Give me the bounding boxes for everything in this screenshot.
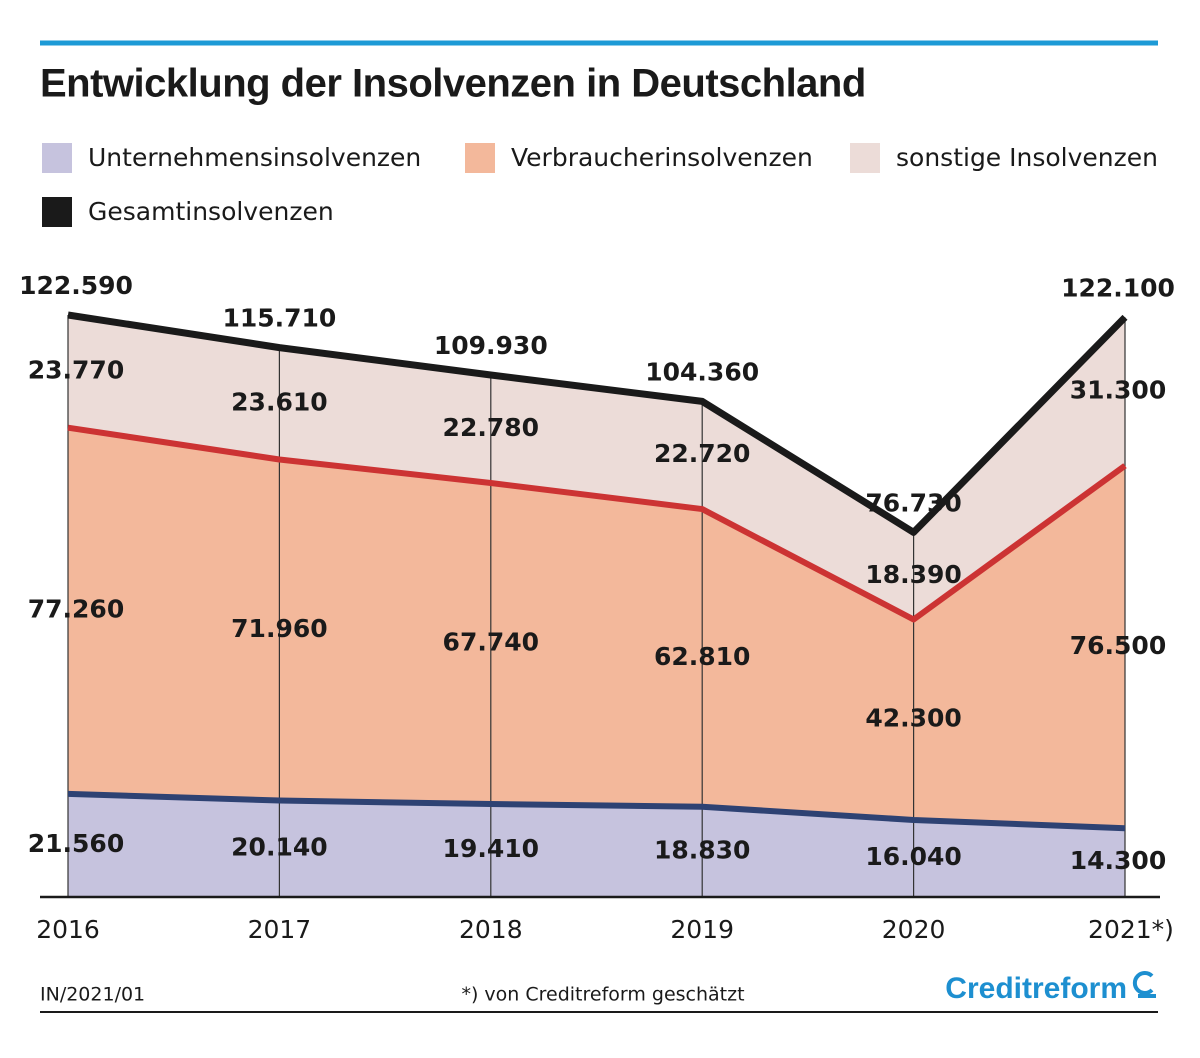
value-label: 18.830 [654, 835, 750, 864]
value-label: 62.810 [654, 642, 750, 671]
value-label: 42.300 [865, 704, 961, 733]
value-label: 14.300 [1070, 846, 1166, 875]
legend-swatch [42, 143, 72, 173]
legend-label: Unternehmensinsolvenzen [88, 143, 421, 172]
legend-swatch [42, 197, 72, 227]
brand: Creditreform [945, 972, 1127, 1005]
value-label: 76.730 [865, 488, 961, 517]
value-label: 71.960 [231, 614, 327, 643]
value-label: 21.560 [28, 829, 124, 858]
legend-label: Verbraucherinsolvenzen [511, 143, 813, 172]
value-label: 19.410 [443, 834, 539, 863]
x-tick-label: 2020 [882, 915, 946, 944]
value-label: 18.390 [865, 560, 961, 589]
value-label: 20.140 [231, 832, 327, 861]
series-line [67, 311, 1128, 536]
footnote: *) von Creditreform geschätzt [461, 984, 744, 1006]
value-label: 22.720 [654, 439, 750, 468]
x-tick-label: 2017 [248, 915, 312, 944]
brand-icon [1132, 971, 1156, 998]
x-tick-label: 2021*) [1088, 915, 1174, 944]
value-label: 115.710 [222, 304, 336, 333]
value-label: 31.300 [1070, 375, 1166, 404]
area [68, 427, 1125, 829]
chart-title: Entwicklung der Insolvenzen in Deutschla… [40, 62, 866, 106]
code: IN/2021/01 [40, 984, 145, 1006]
value-label: 122.590 [19, 271, 133, 300]
plot [67, 311, 1128, 896]
x-tick-label: 2019 [670, 915, 734, 944]
series-line [67, 790, 1126, 832]
value-label: 22.780 [443, 413, 539, 442]
value-label: 109.930 [434, 331, 548, 360]
legend-swatch [850, 143, 880, 173]
value-label: 16.040 [865, 842, 961, 871]
x-tick-label: 2016 [36, 915, 100, 944]
series-line [67, 424, 1127, 623]
value-label: 104.360 [645, 357, 759, 386]
value-label: 122.100 [1061, 273, 1175, 302]
value-label: 77.260 [28, 595, 124, 624]
legend-swatch [465, 143, 495, 173]
x-tick-label: 2018 [459, 915, 523, 944]
legend-label: sonstige Insolvenzen [896, 143, 1158, 172]
value-label: 76.500 [1070, 631, 1166, 660]
legend-label: Gesamtinsolvenzen [88, 197, 334, 226]
value-label: 67.740 [443, 627, 539, 656]
area [68, 315, 1125, 620]
value-label: 23.770 [28, 355, 124, 384]
value-label: 23.610 [231, 388, 327, 417]
